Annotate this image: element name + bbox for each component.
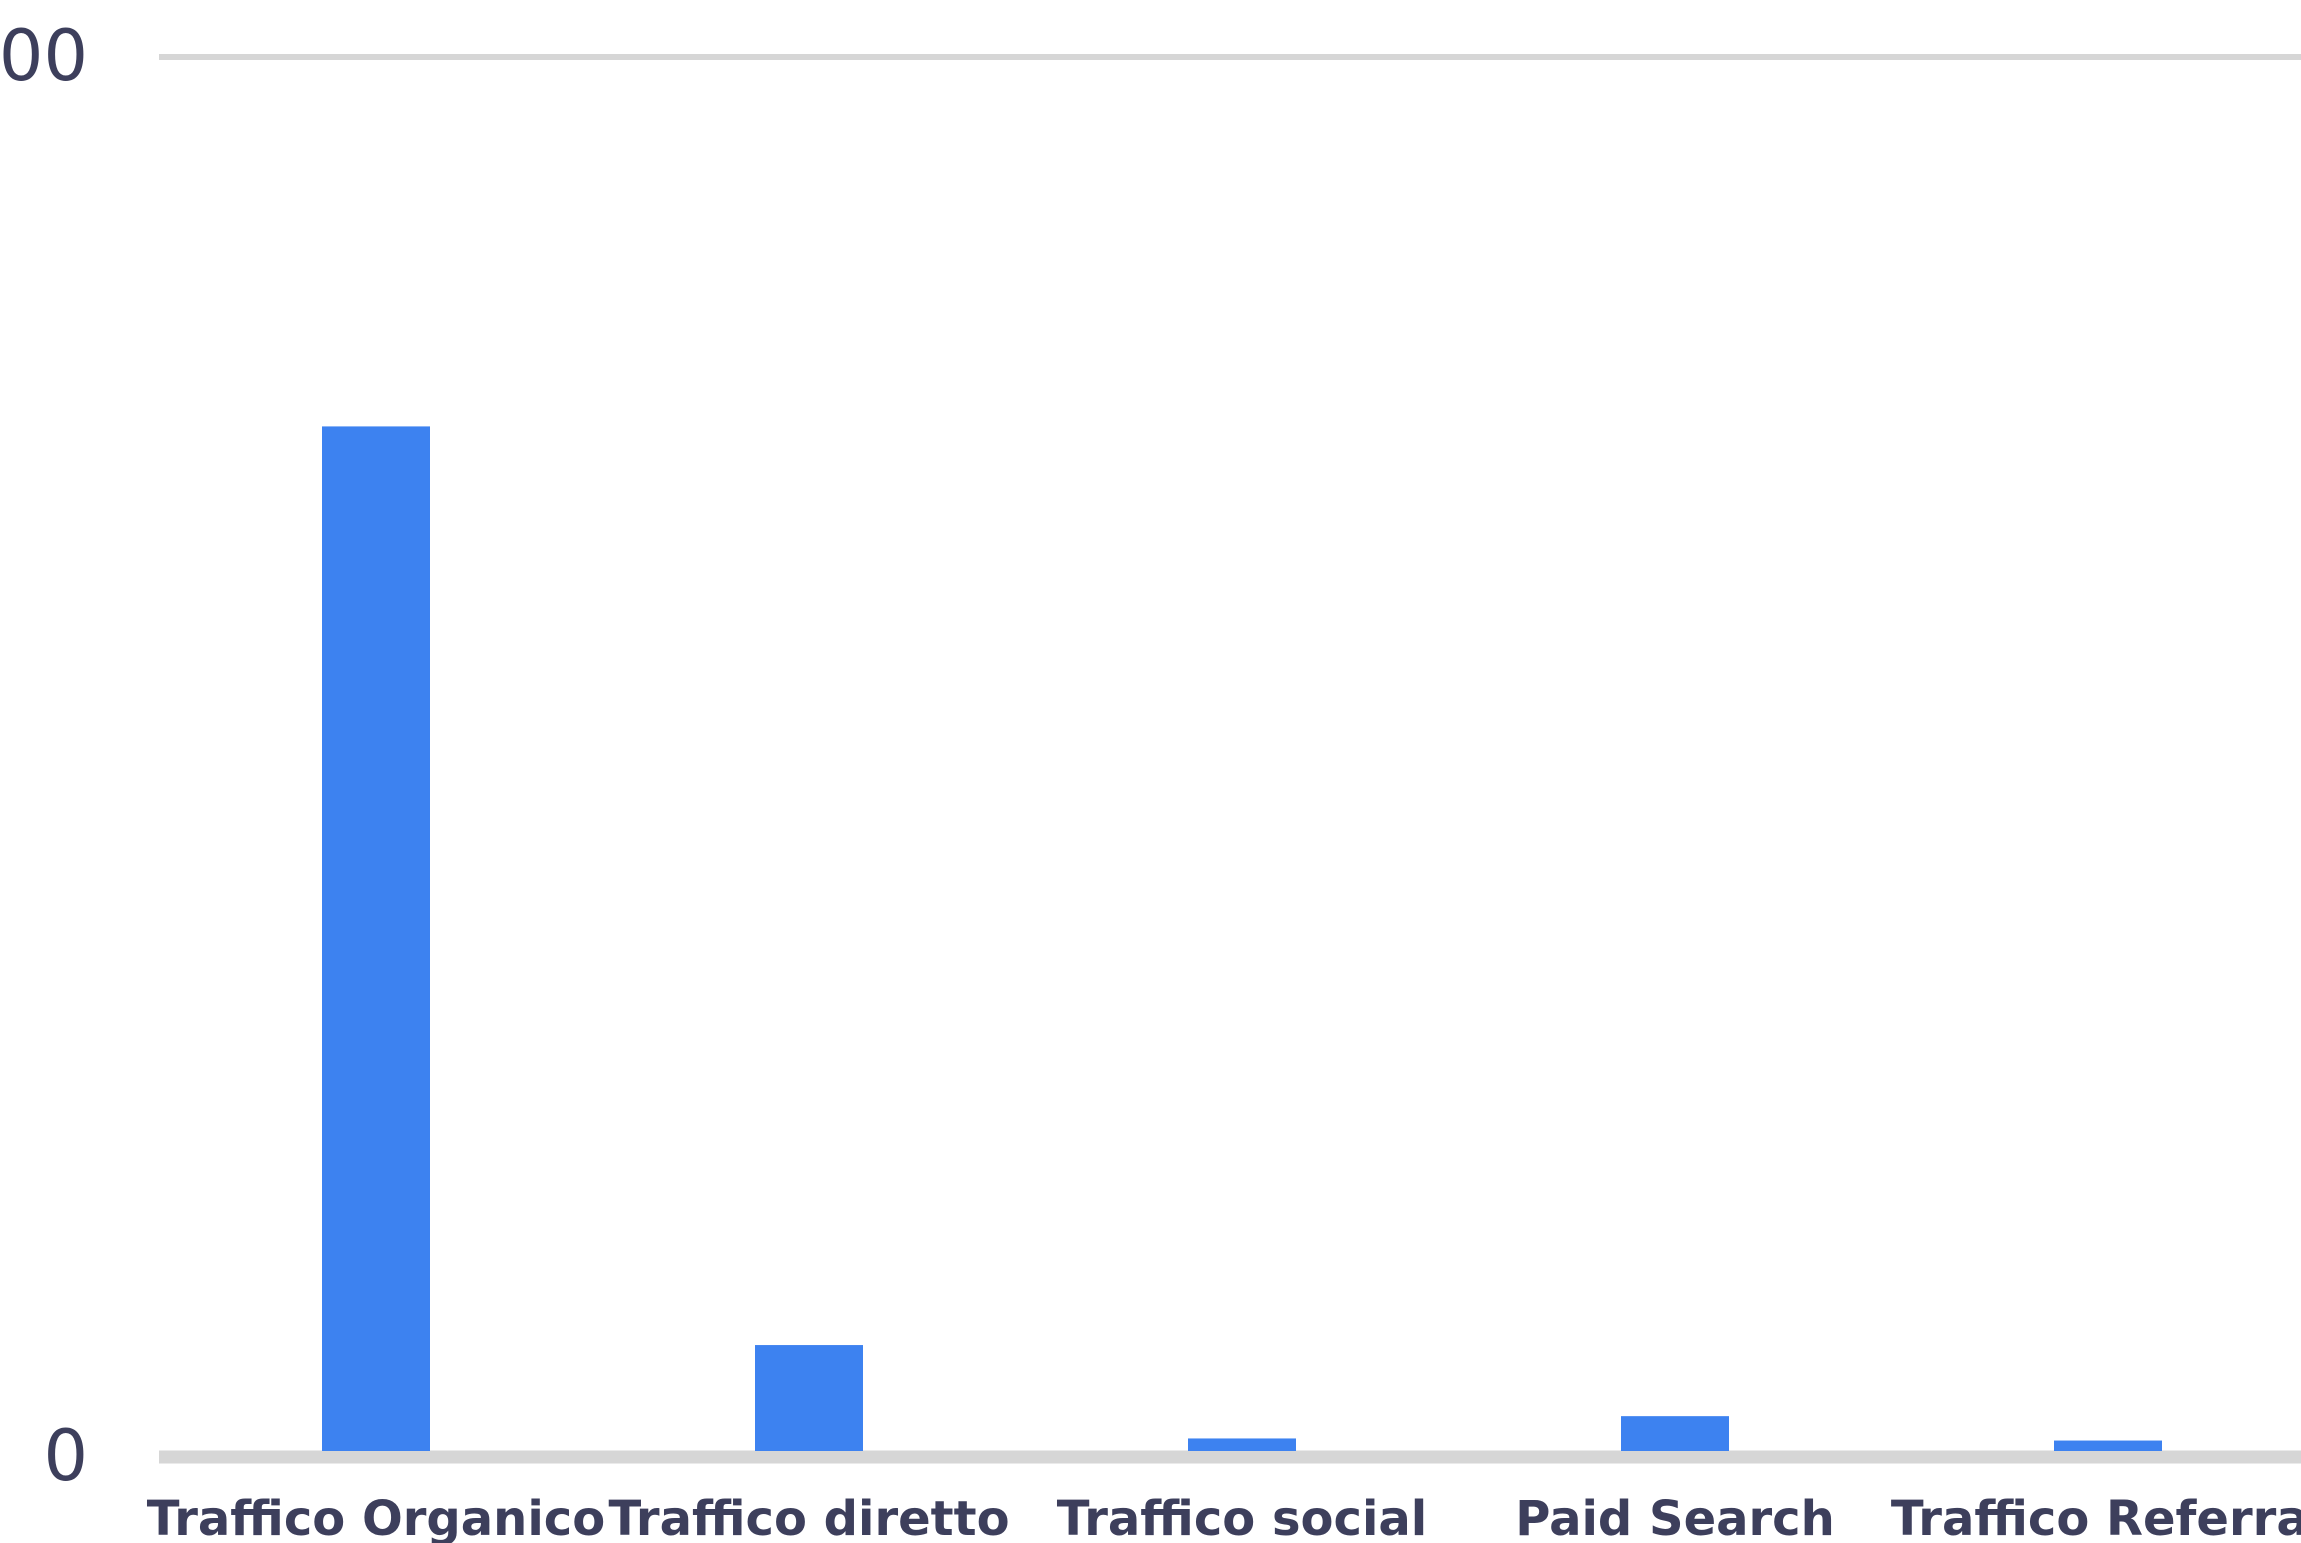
category-label-2: Traffico social <box>1057 1491 1428 1543</box>
category-label-4: Traffico Referral <box>1891 1491 2301 1543</box>
bar-3 <box>1621 1416 1729 1451</box>
bar-4 <box>2054 1440 2162 1451</box>
bar-1 <box>755 1345 863 1451</box>
bar-0 <box>322 426 430 1451</box>
y-tick-label-top: 00 <box>0 15 88 97</box>
bars <box>322 426 2162 1451</box>
category-label-3: Paid Search <box>1515 1491 1835 1543</box>
category-label-1: Traffico diretto <box>608 1491 1009 1543</box>
y-tick-label-zero: 0 <box>43 1415 88 1497</box>
bar-2 <box>1188 1438 1296 1451</box>
category-label-0: Traffico Organico <box>147 1491 605 1543</box>
category-labels: Traffico Organico Traffico diretto Traffic… <box>147 1491 2301 1543</box>
